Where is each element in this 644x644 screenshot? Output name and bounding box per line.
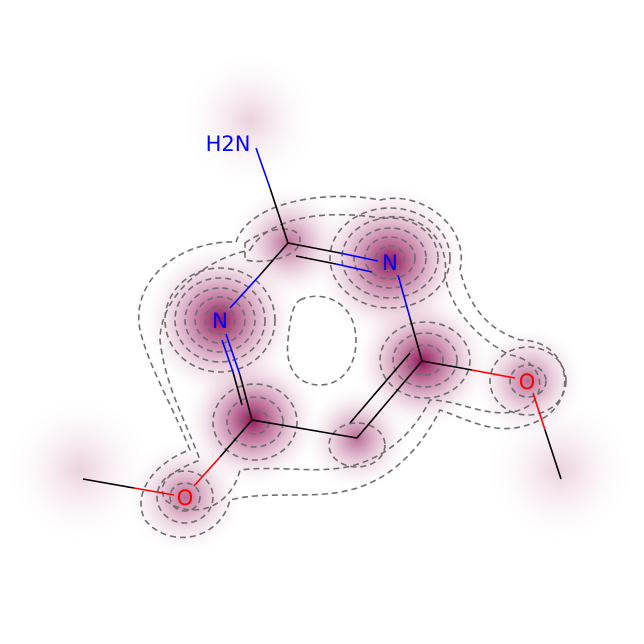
bond-o-ch3-left	[133, 487, 175, 496]
bond-c4-o	[421, 360, 473, 371]
oxygen-label-right: O	[519, 370, 536, 394]
bond-c2-nh2-n	[255, 147, 271, 189]
bond-c5-c6	[251, 419, 358, 439]
amine-label: H2N	[206, 132, 251, 156]
bonds	[82, 147, 562, 496]
bond-o-ch3-right	[532, 392, 546, 431]
bond-n1-c2	[229, 274, 261, 309]
bond-c2-n3-double	[295, 255, 337, 265]
bond-c6-n1-double	[232, 371, 243, 406]
bond-c4-c5	[356, 360, 423, 439]
bond-c2-n3	[287, 242, 341, 254]
bond-c4-c5-double	[349, 352, 411, 424]
bond-c6-o	[219, 419, 253, 458]
oxygen-label-left: O	[177, 486, 194, 510]
bond-c6-n1	[239, 374, 253, 421]
ring-nitrogen-label-1: N	[212, 309, 228, 333]
density-map	[5, 50, 635, 557]
bond-c2-nh2	[269, 187, 289, 244]
bond-n3-c4	[397, 274, 411, 319]
ring-nitrogen-label-3: N	[382, 251, 398, 275]
density-contours	[137, 195, 567, 539]
atom-labels: H2N N N O O	[177, 132, 536, 510]
